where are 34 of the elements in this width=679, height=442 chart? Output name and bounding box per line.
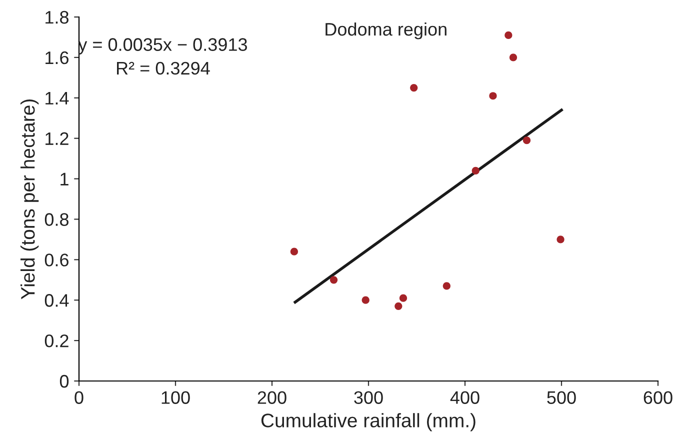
point bbox=[442, 282, 450, 290]
point bbox=[394, 302, 402, 310]
x-tick-label: 600 bbox=[644, 391, 672, 404]
y-axis-title: Yield (tons per hectare) bbox=[20, 100, 39, 300]
y-tick-label: 0.2 bbox=[44, 334, 68, 348]
point bbox=[399, 294, 408, 302]
x-tick-label: 400 bbox=[450, 391, 480, 404]
y-tick-label: 0.6 bbox=[44, 254, 68, 266]
y-tick-label: 1.6 bbox=[46, 51, 68, 64]
y-tick-label: 0.8 bbox=[44, 213, 68, 226]
point bbox=[330, 276, 338, 284]
point bbox=[472, 166, 480, 174]
point bbox=[504, 31, 512, 40]
x-tick-label: 500 bbox=[547, 391, 576, 404]
point bbox=[290, 248, 298, 256]
point bbox=[522, 136, 531, 144]
x-tick-label: 0 bbox=[74, 391, 84, 404]
point bbox=[556, 236, 564, 244]
y-tick-label: 0.4 bbox=[44, 294, 69, 307]
y-tick-label: 1 bbox=[60, 172, 68, 186]
y-tick-label: 0 bbox=[60, 374, 69, 388]
x-axis-title: Cumulative rainfall (mm.) bbox=[261, 413, 476, 432]
x-tick-label: 300 bbox=[354, 391, 383, 404]
point bbox=[410, 84, 418, 92]
point bbox=[362, 296, 370, 304]
y-tick-label: 1.4 bbox=[46, 92, 69, 104]
point bbox=[489, 92, 497, 100]
chart-title: Dodoma region bbox=[326, 22, 446, 40]
x-tick-label: 200 bbox=[258, 391, 286, 404]
x-tick-label: 100 bbox=[162, 391, 190, 404]
y-tick-label: 1.8 bbox=[46, 10, 68, 24]
y-tick-label: 1.2 bbox=[46, 132, 68, 145]
point bbox=[509, 54, 518, 62]
annotation: R² = 0.3294 bbox=[117, 62, 210, 75]
